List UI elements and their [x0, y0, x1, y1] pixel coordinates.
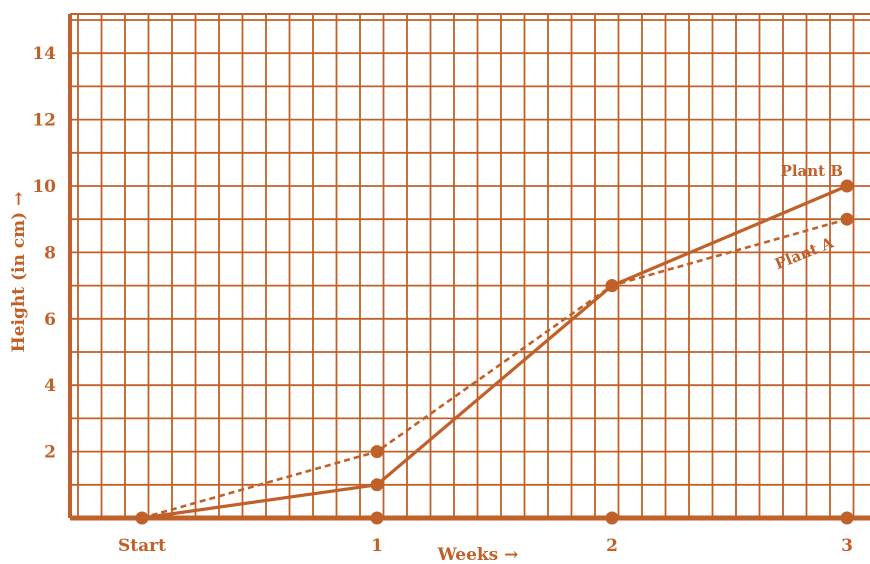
- y-tick-label: 12: [32, 111, 56, 131]
- data-point: [370, 478, 384, 492]
- y-tick-label: 6: [44, 310, 56, 330]
- x-tick-labels: Start 1 2 3: [118, 536, 853, 556]
- y-tick-label: 4: [44, 376, 56, 396]
- series-lines: [141, 184, 848, 520]
- series-line-plant-a: [141, 217, 848, 520]
- x-tick-label: 2: [606, 536, 618, 556]
- data-point: [840, 212, 854, 226]
- x-axis-title: Weeks →: [437, 545, 519, 564]
- data-point: [370, 445, 384, 459]
- x-tick-label: 1: [371, 536, 383, 556]
- data-points: [135, 179, 854, 525]
- grid-lines: [70, 13, 870, 518]
- axis-tick-dot: [135, 511, 149, 525]
- y-tick-label: 2: [44, 443, 56, 463]
- y-tick-label: 8: [44, 243, 56, 263]
- series-line-plant-b: [141, 184, 848, 520]
- y-axis-title: Height (in cm) →: [9, 192, 29, 353]
- series-label-plant-b: Plant B: [781, 162, 843, 180]
- y-tick-label: 14: [32, 44, 56, 64]
- y-tick-labels: 2 4 6 8 10 12 14: [32, 44, 56, 462]
- y-tick-label: 10: [32, 177, 56, 197]
- data-point: [605, 279, 619, 293]
- data-point: [840, 179, 854, 193]
- series-label-plant-a: Plant A: [772, 233, 836, 273]
- x-tick-label: 3: [841, 536, 853, 556]
- x-tick-label: Start: [118, 536, 166, 556]
- axes: [68, 14, 870, 521]
- axis-tick-dot: [605, 511, 619, 525]
- axis-tick-dot: [370, 511, 384, 525]
- axis-tick-dot: [840, 511, 854, 525]
